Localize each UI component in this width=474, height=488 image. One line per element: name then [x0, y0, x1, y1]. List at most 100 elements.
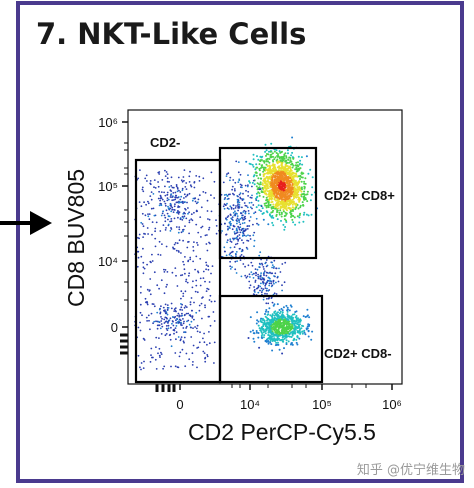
event-dot: [163, 191, 166, 194]
event-dot: [285, 330, 287, 333]
event-dot: [252, 223, 254, 226]
event-dot: [262, 195, 265, 198]
event-dot: [235, 212, 238, 215]
event-dot: [240, 229, 243, 232]
event-dot: [160, 351, 162, 354]
event-dot: [272, 207, 275, 210]
event-dot: [243, 222, 246, 224]
event-dot: [199, 277, 202, 280]
event-dot: [275, 281, 277, 284]
event-dot: [278, 203, 281, 206]
event-dot: [160, 204, 163, 207]
event-dot: [263, 180, 265, 182]
event-dot: [177, 216, 179, 219]
event-dot: [225, 254, 228, 257]
event-dot: [291, 166, 294, 169]
event-dot: [280, 185, 283, 188]
event-dot: [183, 306, 186, 309]
event-dot: [251, 181, 254, 184]
event-dot: [176, 190, 179, 193]
event-dot: [170, 345, 173, 348]
event-dot: [162, 224, 165, 227]
event-dot: [281, 284, 283, 287]
event-dot: [260, 327, 263, 330]
event-dot: [204, 191, 207, 194]
event-dot: [188, 232, 191, 235]
event-dot: [153, 305, 156, 308]
event-dot: [140, 221, 143, 224]
event-dot: [182, 239, 185, 242]
event-dot: [262, 331, 265, 334]
event-dot: [281, 191, 283, 194]
event-dot: [147, 200, 149, 203]
event-dot: [265, 204, 268, 207]
event-dot: [260, 177, 263, 180]
event-dot: [279, 339, 282, 342]
event-dot: [271, 261, 273, 264]
event-dot: [159, 199, 162, 202]
event-dot: [171, 206, 174, 209]
event-dot: [247, 190, 250, 193]
event-dot: [204, 360, 207, 363]
event-dot: [241, 214, 244, 217]
event-dot: [185, 182, 188, 184]
event-dot: [188, 358, 191, 361]
event-dot: [178, 321, 180, 324]
event-dot: [228, 208, 230, 210]
event-dot: [285, 155, 288, 158]
event-dot: [293, 328, 296, 331]
event-dot: [246, 275, 249, 278]
event-dot: [171, 196, 173, 199]
event-dot: [266, 190, 269, 193]
event-dot: [271, 301, 274, 304]
event-dot: [306, 314, 309, 317]
event-dot: [238, 201, 241, 204]
event-dot: [256, 319, 259, 322]
event-dot: [262, 288, 265, 290]
event-dot: [279, 324, 281, 327]
event-dot: [170, 220, 173, 223]
event-dot: [282, 189, 285, 192]
event-dot: [273, 205, 276, 208]
event-dot: [282, 338, 285, 341]
event-dot: [169, 317, 172, 320]
event-dot: [262, 336, 265, 339]
event-dot: [265, 329, 268, 332]
event-dot: [169, 204, 172, 207]
event-dot: [175, 226, 178, 228]
event-dot: [142, 190, 145, 193]
event-dot: [303, 329, 306, 332]
event-dot: [262, 212, 265, 214]
event-dot: [191, 364, 194, 366]
event-dot: [184, 305, 187, 307]
event-dot: [272, 160, 275, 163]
event-dot: [146, 302, 149, 304]
event-dot: [182, 295, 185, 297]
event-dot: [184, 256, 186, 258]
event-dot: [152, 193, 155, 195]
event-dot: [164, 316, 167, 319]
event-dot: [237, 238, 240, 241]
event-dot: [289, 159, 292, 162]
event-dot: [140, 368, 142, 371]
event-dot: [245, 276, 248, 279]
event-dot: [185, 306, 188, 308]
event-dot: [257, 336, 260, 339]
event-dot: [258, 194, 261, 197]
event-dot: [169, 196, 172, 198]
event-dot: [284, 198, 286, 201]
event-dot: [202, 270, 205, 273]
event-dot: [148, 319, 150, 322]
event-dot: [173, 310, 176, 312]
event-dot: [279, 186, 282, 189]
event-dot: [291, 183, 294, 185]
event-dot: [231, 266, 233, 268]
event-dot: [228, 253, 231, 256]
event-dot: [290, 336, 293, 338]
event-dot: [301, 324, 303, 327]
event-dot: [288, 325, 291, 328]
event-dot: [264, 339, 267, 342]
event-dot: [164, 303, 167, 306]
event-dot: [271, 316, 274, 319]
event-dot: [255, 174, 258, 177]
